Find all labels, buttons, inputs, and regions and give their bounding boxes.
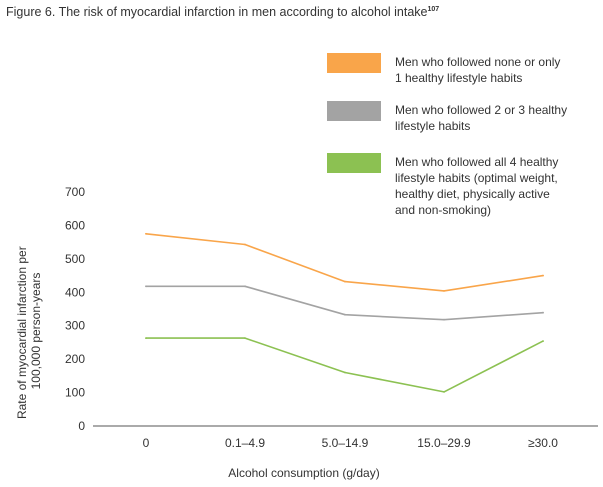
legend-swatch [327, 153, 381, 173]
legend-label-line: Men who followed 2 or 3 healthy [395, 103, 567, 117]
series-3 [145, 337, 544, 393]
legend-item-2: Men who followed 2 or 3 healthy lifestyle… [327, 101, 567, 133]
legend-label-line: Men who followed none or only [395, 55, 560, 69]
x-tick-label: 15.0–29.9 [417, 436, 471, 450]
x-axis-label: Alcohol consumption (g/day) [228, 466, 379, 480]
legend-swatch [327, 101, 381, 121]
series-2 [145, 285, 544, 321]
y-axis-label-line-2: 100,000 person-years [29, 273, 43, 390]
data-point [542, 274, 544, 277]
y-tick-label: 300 [65, 319, 85, 333]
figure-title-text: Figure 6. The risk of myocardial infarct… [6, 5, 428, 19]
data-point [443, 391, 445, 393]
data-point [443, 290, 445, 292]
legend-label-line: Men who followed all 4 healthy [395, 155, 558, 169]
data-point [344, 280, 346, 283]
data-point [443, 318, 445, 321]
y-tick-label: 400 [65, 285, 85, 299]
y-tick-label: 700 [65, 185, 85, 199]
series-layer [145, 232, 544, 393]
data-point [145, 232, 147, 235]
data-point [145, 337, 147, 339]
data-point [145, 285, 147, 288]
y-axis: 0 100 200 300 400 500 600 700 [65, 185, 85, 433]
y-axis-label: Rate of myocardial infarction per 100,00… [15, 243, 43, 419]
legend-label-line: healthy diet, physically active [395, 187, 550, 201]
x-tick-label: 0.1–4.9 [225, 436, 265, 450]
legend-item-3: Men who followed all 4 healthy lifestyle … [327, 153, 558, 217]
y-axis-label-line-1: Rate of myocardial infarction per [15, 246, 29, 419]
data-point [344, 371, 346, 374]
series-1 [145, 232, 544, 292]
legend-label-line: lifestyle habits [395, 119, 470, 133]
x-axis: 0 0.1–4.9 5.0–14.9 15.0–29.9 ≥30.0 [93, 425, 598, 450]
data-point [344, 313, 346, 316]
legend-label-line: lifestyle habits (optimal weight, [395, 171, 558, 185]
data-point [244, 243, 246, 246]
y-tick-label: 500 [65, 252, 85, 266]
y-tick-label: 600 [65, 218, 85, 232]
y-tick-label: 200 [65, 352, 85, 366]
legend-label-line: and non-smoking) [395, 203, 491, 217]
figure-title: Figure 6. The risk of myocardial infarct… [6, 4, 439, 20]
x-tick-label: 5.0–14.9 [322, 436, 369, 450]
chart-legend: Men who followed none or only 1 healthy l… [327, 53, 567, 217]
figure-title-reference: 107 [427, 5, 440, 13]
y-tick-label: 0 [78, 419, 85, 433]
legend-label-line: 1 healthy lifestyle habits [395, 71, 522, 85]
x-tick-label: 0 [143, 436, 150, 450]
data-point [244, 337, 246, 339]
data-point [244, 285, 246, 288]
data-point [542, 340, 544, 342]
legend-item-1: Men who followed none or only 1 healthy l… [327, 53, 560, 85]
y-tick-label: 100 [65, 386, 85, 400]
legend-swatch [327, 53, 381, 73]
x-tick-label: ≥30.0 [528, 436, 558, 450]
data-point [542, 311, 544, 314]
series-line [145, 337, 544, 393]
